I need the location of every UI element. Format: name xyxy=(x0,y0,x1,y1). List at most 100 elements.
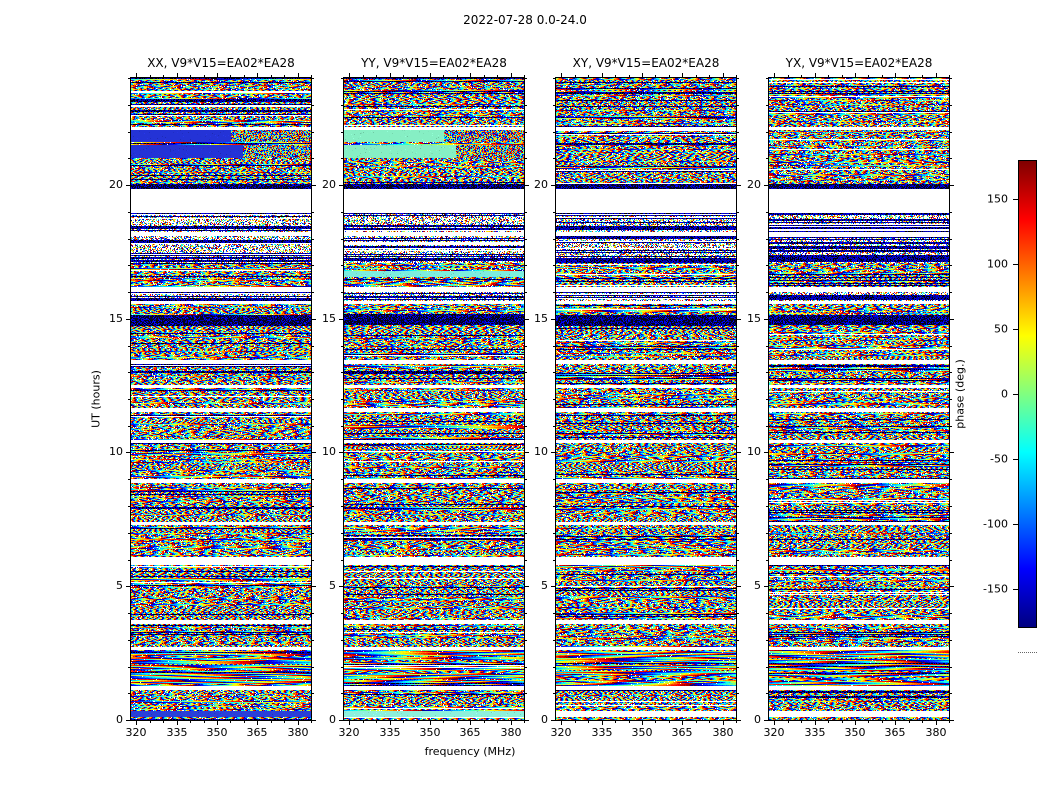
y-minor-tick xyxy=(766,346,768,347)
y-major-tick-right xyxy=(312,586,316,587)
y-minor-tick-right xyxy=(525,292,527,293)
x-minor-tick-top xyxy=(363,75,364,77)
y-major-tick-right xyxy=(525,319,529,320)
x-major-tick xyxy=(774,721,775,725)
x-minor-tick xyxy=(204,721,205,723)
y-minor-tick-right xyxy=(737,78,739,79)
panel-title-xx: XX, V9*V15=EA02*EA28 xyxy=(147,56,295,70)
y-minor-tick xyxy=(766,78,768,79)
y-minor-tick xyxy=(553,158,555,159)
y-minor-tick xyxy=(553,346,555,347)
panel-title-yy: YY, V9*V15=EA02*EA28 xyxy=(361,56,507,70)
x-minor-tick xyxy=(230,721,231,723)
y-major-tick xyxy=(339,185,343,186)
y-minor-tick-right xyxy=(950,158,952,159)
x-major-tick-top xyxy=(470,73,471,77)
x-minor-tick xyxy=(311,721,312,723)
y-minor-tick xyxy=(128,292,130,293)
x-tick-label: 365 xyxy=(459,726,481,739)
x-tick-label: 320 xyxy=(550,726,572,739)
x-minor-tick xyxy=(909,721,910,723)
y-minor-tick-right xyxy=(312,560,314,561)
x-minor-tick-top xyxy=(443,75,444,77)
x-major-tick xyxy=(642,721,643,725)
colorbar-tick-label: 150 xyxy=(987,192,1008,206)
y-major-tick xyxy=(126,185,130,186)
y-major-tick-right xyxy=(525,185,529,186)
y-major-tick xyxy=(551,452,555,453)
y-minor-tick xyxy=(553,239,555,240)
y-tick-label: 5 xyxy=(116,579,123,592)
x-minor-tick xyxy=(417,721,418,723)
y-minor-tick-right xyxy=(525,640,527,641)
y-minor-tick-right xyxy=(737,426,739,427)
y-minor-tick-right xyxy=(950,693,952,694)
x-minor-tick xyxy=(524,721,525,723)
y-minor-tick-right xyxy=(950,346,952,347)
y-minor-tick-right xyxy=(737,560,739,561)
y-minor-tick-right xyxy=(737,212,739,213)
y-major-tick xyxy=(339,586,343,587)
x-tick-label: 365 xyxy=(671,726,693,739)
y-minor-tick xyxy=(553,533,555,534)
x-minor-tick xyxy=(629,721,630,723)
y-minor-tick xyxy=(341,506,343,507)
y-minor-tick-right xyxy=(525,399,527,400)
x-minor-tick xyxy=(868,721,869,723)
y-minor-tick xyxy=(341,560,343,561)
figure-title: 2022-07-28 0.0-24.0 xyxy=(463,13,587,27)
panel-yx-heatmap xyxy=(768,77,950,721)
y-minor-tick-right xyxy=(312,667,314,668)
x-minor-tick-top xyxy=(629,75,630,77)
y-major-tick-right xyxy=(950,452,954,453)
colorbar-tick-label: -150 xyxy=(983,582,1008,596)
x-minor-tick-top xyxy=(284,75,285,77)
colorbar-tick xyxy=(1013,199,1018,200)
x-minor-tick xyxy=(484,721,485,723)
y-minor-tick xyxy=(341,132,343,133)
x-minor-tick xyxy=(615,721,616,723)
x-tick-label: 365 xyxy=(884,726,906,739)
y-minor-tick xyxy=(766,667,768,668)
x-major-tick-top xyxy=(936,73,937,77)
y-minor-tick xyxy=(341,399,343,400)
y-minor-tick xyxy=(341,346,343,347)
y-minor-tick-right xyxy=(312,212,314,213)
x-minor-tick-top xyxy=(828,75,829,77)
y-minor-tick xyxy=(766,132,768,133)
y-minor-tick-right xyxy=(950,560,952,561)
y-minor-tick-right xyxy=(525,479,527,480)
y-minor-tick-right xyxy=(950,78,952,79)
y-minor-tick xyxy=(128,239,130,240)
y-tick-label: 20 xyxy=(747,178,761,191)
x-major-tick-top xyxy=(349,73,350,77)
y-minor-tick xyxy=(553,212,555,213)
y-major-tick-right xyxy=(950,720,954,721)
y-tick-label: 5 xyxy=(754,579,761,592)
x-minor-tick-top xyxy=(417,75,418,77)
y-major-tick-right xyxy=(950,586,954,587)
y-minor-tick-right xyxy=(950,506,952,507)
x-minor-tick xyxy=(271,721,272,723)
y-minor-tick-right xyxy=(312,533,314,534)
x-major-tick xyxy=(936,721,937,725)
y-minor-tick-right xyxy=(312,292,314,293)
y-minor-tick xyxy=(128,640,130,641)
x-minor-tick xyxy=(828,721,829,723)
x-tick-label: 380 xyxy=(925,726,947,739)
y-minor-tick xyxy=(553,693,555,694)
y-minor-tick-right xyxy=(525,346,527,347)
y-minor-tick-right xyxy=(737,105,739,106)
y-tick-label: 15 xyxy=(109,312,123,325)
y-minor-tick-right xyxy=(737,613,739,614)
colorbar-tick xyxy=(1013,589,1018,590)
y-minor-tick xyxy=(553,265,555,266)
x-minor-tick-top xyxy=(842,75,843,77)
y-minor-tick xyxy=(766,292,768,293)
x-tick-label: 320 xyxy=(763,726,785,739)
panel-xx-heatmap xyxy=(130,77,312,721)
y-minor-tick-right xyxy=(525,613,527,614)
y-minor-tick xyxy=(553,105,555,106)
y-minor-tick-right xyxy=(312,640,314,641)
